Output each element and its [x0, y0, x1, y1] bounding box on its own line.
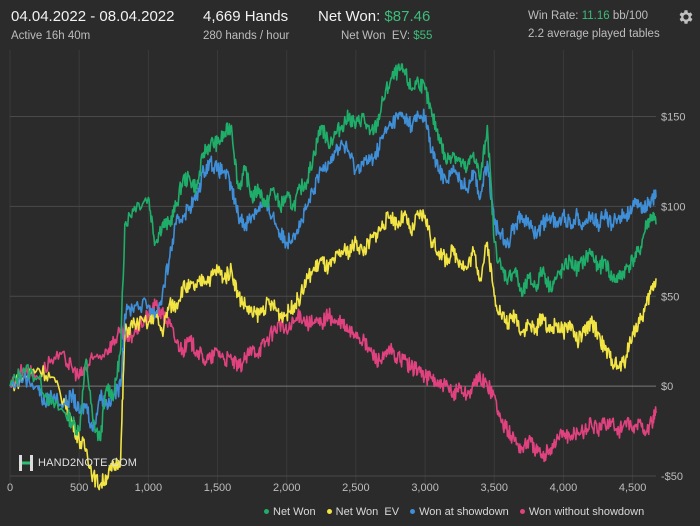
hands-per-hour: 280 hands / hour [203, 30, 290, 42]
net-won-ev-value: $55 [413, 30, 433, 42]
x-tick-label: 3,500 [480, 482, 508, 494]
y-tick-label: -$50 [661, 471, 683, 483]
date-range: 04.04.2022 - 08.04.2022 [11, 8, 175, 25]
chart-legend: Net Won Net Won EV Won at showdown Won w… [264, 506, 652, 518]
y-tick-label: $150 [661, 112, 685, 124]
legend-item-won-without-showdown[interactable]: Won without showdown [519, 506, 645, 518]
legend-item-net-won-ev[interactable]: Net Won EV [326, 506, 400, 518]
legend-dot [519, 509, 525, 514]
y-tick-label: $50 [661, 291, 679, 303]
x-tick-label: 500 [70, 482, 88, 494]
x-tick-label: 0 [7, 482, 13, 494]
legend-label: Net Won EV [335, 506, 400, 518]
gear-icon[interactable] [677, 8, 695, 26]
stats-header: 04.04.2022 - 08.04.2022 Active 16h 40m 4… [0, 0, 700, 48]
x-tick-label: 2,500 [342, 482, 370, 494]
legend-item-won-at-showdown[interactable]: Won at showdown [410, 506, 509, 518]
legend-label: Won at showdown [419, 506, 509, 518]
hand2note-logo: HAND2NOTE.COM [18, 453, 137, 473]
legend-label: Won without showdown [528, 506, 645, 518]
y-tick-label: $100 [661, 201, 685, 213]
win-rate: Win Rate: 11.16 bb/100 [528, 10, 648, 22]
legend-label: Net Won [273, 506, 316, 518]
net-won-ev-label: Net Won EV: [341, 30, 411, 42]
legend-dot [264, 509, 269, 514]
series-line-net-won-ev [9, 209, 657, 491]
y-tick-label: $0 [661, 381, 673, 393]
series-line-net-won [9, 63, 657, 442]
average-tables: 2.2 average played tables [528, 28, 660, 40]
legend-dot [410, 509, 416, 514]
x-tick-label: 1,500 [204, 482, 232, 494]
legend-dot [326, 509, 332, 514]
hand2note-logo-icon [19, 455, 33, 471]
win-rate-value: 11.16 [581, 10, 610, 22]
active-time: Active 16h 40m [11, 30, 91, 42]
win-rate-label: Win Rate: [528, 10, 579, 22]
legend-item-net-won[interactable]: Net Won [264, 506, 316, 518]
hands-count: 4,669 Hands [203, 8, 289, 25]
net-won-ev: Net Won EV: $55 [341, 30, 432, 42]
win-rate-unit: bb/100 [612, 10, 649, 22]
net-won: Net Won: $87.46 [318, 8, 430, 25]
x-tick-label: 4,500 [619, 482, 647, 494]
hand2note-logo-text: HAND2NOTE.COM [38, 457, 138, 469]
x-tick-label: 4,000 [550, 482, 578, 494]
net-won-value: $87.46 [384, 8, 431, 25]
x-tick-label: 3,000 [411, 482, 439, 494]
net-won-label: Net Won: [318, 8, 381, 25]
series-line-won-without-showdown [9, 298, 657, 463]
series-line-won-at-showdown [9, 108, 657, 432]
x-tick-label: 2,000 [273, 482, 301, 494]
x-tick-label: 1,000 [135, 482, 163, 494]
